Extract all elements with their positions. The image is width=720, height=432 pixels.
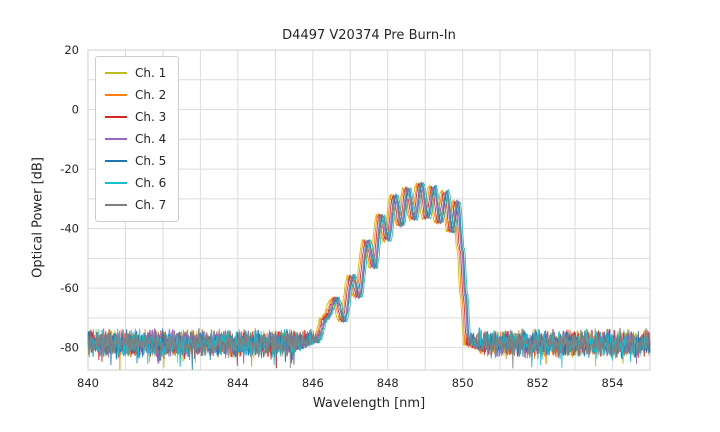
- y-tick-label: -60: [60, 281, 79, 295]
- legend-line-swatch: [105, 138, 127, 140]
- legend-line-swatch: [105, 160, 127, 162]
- plot-border: [87, 49, 651, 371]
- y-axis-label: Optical Power [dB]: [30, 157, 46, 278]
- x-tick-label: 848: [377, 376, 399, 390]
- chart-title: D4497 V20374 Pre Burn-In: [282, 28, 456, 43]
- x-tick-label: 854: [602, 376, 624, 390]
- x-tick-label: 840: [77, 376, 99, 390]
- legend-entry: Ch. 5: [105, 150, 166, 172]
- legend-label: Ch. 3: [135, 110, 167, 124]
- legend-entry: Ch. 2: [105, 84, 166, 106]
- legend-label: Ch. 4: [135, 132, 167, 146]
- legend-line-swatch: [105, 182, 127, 184]
- legend-line-swatch: [105, 72, 127, 74]
- legend-entry: Ch. 4: [105, 128, 166, 150]
- x-tick-label: 850: [452, 376, 474, 390]
- legend-line-swatch: [105, 204, 127, 206]
- x-tick-label: 846: [302, 376, 324, 390]
- legend-label: Ch. 5: [135, 154, 167, 168]
- x-axis-label: Wavelength [nm]: [312, 396, 426, 411]
- y-tick-label: -20: [60, 162, 79, 176]
- legend-entry: Ch. 3: [105, 106, 166, 128]
- x-tick-label: 844: [227, 376, 249, 390]
- legend-label: Ch. 7: [135, 198, 167, 212]
- y-tick-label: -40: [60, 222, 79, 236]
- x-tick-label: 852: [527, 376, 549, 390]
- legend: Ch. 1 Ch. 2 Ch. 3 Ch. 4 Ch. 5 Ch. 6 Ch. 7: [95, 56, 180, 222]
- legend-line-swatch: [105, 94, 127, 96]
- trace-ch-7: [87, 181, 651, 369]
- y-tick-label: 20: [64, 43, 79, 57]
- y-tick-label: 0: [72, 103, 79, 117]
- y-tick-label: -80: [60, 341, 79, 355]
- legend-label: Ch. 1: [135, 66, 167, 80]
- legend-entry: Ch. 1: [105, 62, 166, 84]
- legend-label: Ch. 6: [135, 176, 167, 190]
- legend-entry: Ch. 7: [105, 194, 166, 216]
- x-tick-label: 842: [152, 376, 174, 390]
- legend-entry: Ch. 6: [105, 172, 166, 194]
- legend-label: Ch. 2: [135, 88, 167, 102]
- legend-line-swatch: [105, 116, 127, 118]
